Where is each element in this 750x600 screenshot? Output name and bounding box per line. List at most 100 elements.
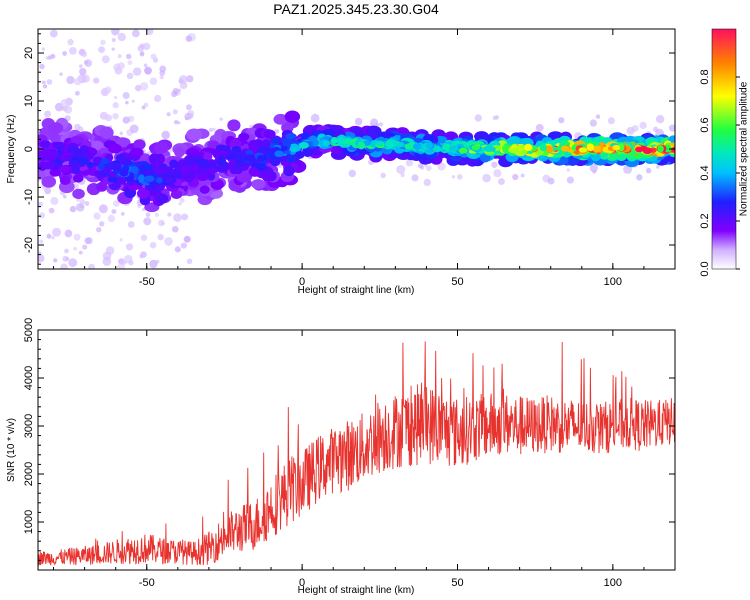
spectrogram-ridge-mark — [48, 151, 59, 159]
spectrogram-noise-mark — [119, 131, 124, 136]
spectrogram-noise-mark — [117, 53, 122, 59]
spectrogram-ridge-mark — [357, 141, 366, 150]
spectrogram-noise-mark — [48, 207, 55, 214]
spectrogram-noise-mark — [607, 117, 615, 125]
spectrogram-noise-mark — [183, 235, 191, 243]
spectrogram-noise-mark — [127, 221, 135, 228]
spectrogram-ridge-mark — [586, 143, 595, 152]
spectrogram-noise-mark — [423, 178, 432, 187]
spectrogram-noise-mark — [520, 173, 525, 178]
snr-panel: -50 0 50 100 1000 2000 3000 4000 5000 Height of… — [6, 318, 676, 596]
spectrogram-x-tick-label: 50 — [451, 276, 463, 288]
spectrogram-noise-mark — [52, 227, 62, 237]
spectrogram-noise-mark — [112, 200, 120, 207]
spectrogram-noise-mark — [143, 102, 149, 108]
colorbar-label: Normalized spectral amplitude — [739, 81, 750, 216]
spectrogram-noise-mark — [53, 258, 58, 263]
spectrogram-ridge-mark — [186, 128, 203, 141]
spectrogram-noise-mark — [96, 227, 102, 233]
spectrogram-ridge-mark — [156, 193, 169, 204]
snr-y-tick-label: 5000 — [23, 318, 35, 342]
spectrogram-noise-mark — [125, 100, 129, 105]
spectrogram-noise-mark — [69, 205, 77, 213]
spectrogram-noise-mark — [172, 109, 178, 115]
spectrogram-ridge-mark — [270, 137, 281, 144]
spectrogram-noise-mark — [113, 63, 121, 71]
spectrogram-noise-mark — [144, 66, 152, 75]
spectrogram-noise-mark — [117, 32, 126, 42]
spectrogram-noise-mark — [81, 51, 88, 58]
spectrogram-marks — [38, 29, 675, 269]
spectrogram-y-tick-label: -20 — [23, 237, 35, 253]
spectrogram-ridge-mark — [153, 186, 162, 193]
spectrogram-noise-mark — [68, 258, 78, 268]
spectrogram-noise-mark — [142, 207, 146, 212]
spectrogram-ridge-mark — [483, 145, 494, 152]
figure-title: PAZ1.2025.345.23.30.G04 — [273, 1, 439, 17]
spectrogram-noise-mark — [149, 241, 157, 249]
spectrogram-ridge-mark — [274, 150, 285, 158]
spectrogram-ridge-mark — [280, 145, 288, 151]
spectrogram-noise-mark — [60, 263, 68, 269]
spectrogram-noise-mark — [132, 67, 142, 76]
spectrogram-noise-mark — [145, 29, 154, 36]
spectrogram-ridge-mark — [99, 126, 114, 139]
spectrogram-ridge-mark — [283, 166, 296, 176]
snr-x-tick-label: 50 — [451, 577, 463, 589]
spectrogram-ridge-mark — [70, 135, 84, 144]
spectrogram-noise-mark — [180, 242, 187, 249]
spectrogram-noise-mark — [82, 244, 88, 250]
spectrogram-noise-mark — [566, 176, 574, 184]
colorbar-tick-label: 0.8 — [699, 69, 711, 84]
spectrogram-noise-mark — [186, 75, 194, 83]
spectrogram-ridge-mark — [72, 174, 84, 183]
spectrogram-ridge-mark — [93, 156, 103, 163]
spectrogram-noise-mark — [493, 169, 502, 178]
spectrogram-ridge-mark — [68, 146, 80, 154]
spectrogram-noise-mark — [142, 42, 151, 51]
spectrogram-ridge-mark — [185, 147, 200, 157]
spectrogram-noise-mark — [139, 51, 145, 56]
spectrogram-noise-mark — [126, 72, 134, 80]
spectrogram-ridge-mark — [148, 153, 161, 165]
snr-x-tick-label: 0 — [299, 577, 305, 589]
spectrogram-noise-mark — [127, 60, 133, 66]
spectrogram-ridge-mark — [397, 142, 405, 148]
spectrogram-ridge-mark — [285, 153, 297, 163]
spectrogram-noise-mark — [62, 255, 68, 262]
spectrogram-ridge-mark — [248, 143, 257, 152]
spectrogram-ridge-mark — [671, 146, 675, 153]
spectrogram-ridge-mark — [154, 142, 169, 154]
spectrogram-ridge-mark — [243, 155, 254, 162]
spectrogram-noise-mark — [111, 37, 116, 43]
spectrogram-noise-mark — [39, 212, 45, 219]
spectrogram-noise-mark — [101, 55, 110, 64]
snr-series-line — [38, 341, 675, 567]
spectrogram-ridge-mark — [69, 159, 79, 166]
spectrogram-noise-mark — [107, 214, 116, 223]
spectrogram-noise-mark — [47, 55, 52, 60]
spectrogram-noise-mark — [164, 237, 173, 246]
spectrogram-noise-mark — [167, 212, 172, 217]
spectrogram-ridge-mark — [185, 171, 196, 179]
spectrogram-noise-mark — [457, 174, 463, 180]
snr-x-tick-label: 100 — [604, 577, 622, 589]
spectrogram-ridge-mark — [216, 158, 225, 165]
spectrogram-ridge-mark — [263, 129, 276, 139]
spectrogram-noise-mark — [42, 84, 48, 89]
spectrogram-noise-mark — [310, 113, 320, 123]
spectrogram-noise-mark — [208, 128, 213, 132]
spectrogram-ridge-mark — [79, 157, 89, 165]
snr-y-tick-label: 3000 — [23, 414, 35, 438]
spectrogram-noise-mark — [491, 161, 498, 168]
spectrogram-ridge-mark — [97, 162, 105, 171]
spectrogram-noise-mark — [171, 90, 178, 98]
spectrogram-ridge-mark — [236, 172, 251, 183]
spectrogram-noise-mark — [185, 104, 192, 111]
spectrogram-noise-mark — [656, 165, 660, 169]
spectrogram-noise-mark — [474, 114, 482, 122]
spectrogram-noise-mark — [171, 225, 179, 233]
spectrogram-noise-mark — [39, 63, 45, 70]
spectrogram-noise-mark — [73, 77, 82, 86]
